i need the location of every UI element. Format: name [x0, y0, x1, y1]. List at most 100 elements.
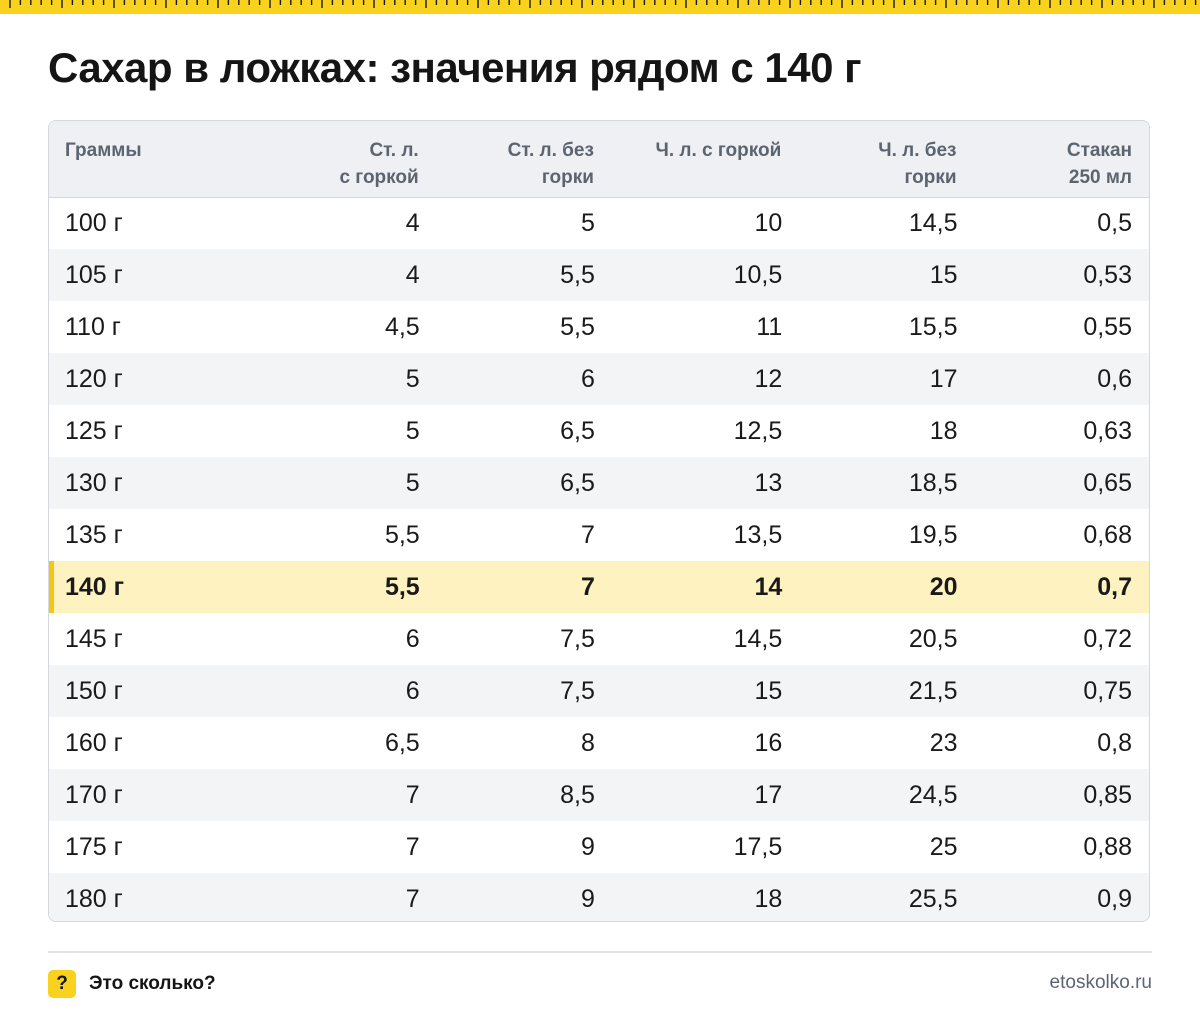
table-cell: 13,5 — [733, 520, 783, 549]
table-cell: 10 — [754, 208, 783, 237]
cell-grams: 110 г — [65, 312, 121, 341]
table-cell: 7,5 — [560, 676, 595, 705]
cell-grams: 135 г — [65, 520, 123, 549]
page-title: Сахар в ложках: значения рядом с 140 г — [48, 44, 862, 91]
cell-grams: 175 г — [65, 832, 123, 861]
table-cell: 0,85 — [1083, 780, 1132, 809]
table-cell: 17,5 — [733, 832, 783, 861]
footer-divider — [48, 951, 1152, 953]
table-row: 140 г 5,5 7 14 20 0,7 — [49, 561, 1149, 613]
table-cell: 24,5 — [908, 780, 958, 809]
site-url: etoskolko.ru — [1049, 972, 1152, 993]
table-cell: 5,5 — [560, 312, 595, 341]
header-tsp-heaped: Ч. л. с горкой — [595, 121, 782, 197]
conversion-table: Граммы Ст. л. с горкой Ст. л. без горки … — [48, 120, 1150, 922]
table-cell: 23 — [929, 728, 958, 757]
table-cell: 7,5 — [560, 624, 595, 653]
table-cell: 7 — [581, 572, 595, 601]
table-cell: 12 — [754, 364, 783, 393]
table-cell: 0,7 — [1097, 572, 1132, 601]
table-cell: 6,5 — [560, 468, 595, 497]
table-cell: 15 — [754, 676, 783, 705]
cell-grams: 140 г — [49, 561, 244, 613]
table-cell: 15 — [929, 260, 958, 289]
table-cell: 0,9 — [1097, 884, 1132, 913]
table-row: 175 г 7 9 17,5 25 0,88 — [49, 821, 1149, 873]
table-row: 125 г 5 6,5 12,5 18 0,63 — [49, 405, 1149, 457]
footer-brand: ? Это сколько? — [48, 969, 216, 999]
table-cell: 0,65 — [1083, 468, 1132, 497]
header-line1: Граммы — [65, 140, 142, 161]
table-cell: 6 — [405, 624, 420, 653]
table-cell: 5 — [405, 468, 420, 497]
table-row: 145 г 6 7,5 14,5 20,5 0,72 — [49, 613, 1149, 665]
header-tsp-level: Ч. л. без горки — [782, 121, 957, 197]
table-cell: 12,5 — [733, 416, 783, 445]
table-cell: 8,5 — [560, 780, 595, 809]
header-tbsp-level: Ст. л. без горки — [420, 121, 595, 197]
cell-grams: 150 г — [65, 676, 123, 705]
table-cell: 4 — [405, 208, 420, 237]
table-cell: 11 — [756, 312, 783, 341]
table-cell: 5,5 — [384, 572, 420, 601]
table-row: 120 г 5 6 12 17 0,6 — [49, 353, 1149, 405]
table-cell: 5 — [405, 364, 420, 393]
table-cell: 25 — [929, 832, 958, 861]
table-cell: 6,5 — [384, 728, 420, 757]
table-cell: 0,53 — [1083, 260, 1132, 289]
table-cell: 5,5 — [384, 520, 420, 549]
table-cell: 0,75 — [1083, 676, 1132, 705]
table-cell: 0,72 — [1083, 624, 1132, 653]
table-cell: 14,5 — [908, 208, 958, 237]
table-header-row: Граммы Ст. л. с горкой Ст. л. без горки … — [49, 121, 1149, 197]
header-line2: с горкой — [339, 167, 419, 188]
table-cell: 18,5 — [908, 468, 958, 497]
cell-grams: 105 г — [65, 260, 123, 289]
table-cell: 18 — [754, 884, 783, 913]
header-line1: Стакан — [1066, 140, 1132, 161]
table-cell: 4,5 — [384, 312, 420, 341]
table-cell: 0,68 — [1083, 520, 1132, 549]
table-row: 105 г 4 5,5 10,5 15 0,53 — [49, 249, 1149, 301]
header-line1: Ст. л. — [369, 140, 419, 161]
table-cell: 18 — [929, 416, 958, 445]
cell-grams: 125 г — [65, 416, 123, 445]
table-cell: 5 — [581, 208, 595, 237]
cell-grams: 170 г — [65, 780, 123, 809]
table-cell: 9 — [581, 884, 595, 913]
cell-grams: 145 г — [65, 624, 123, 653]
header-line1: Ст. л. без — [507, 140, 594, 161]
table-cell: 17 — [754, 780, 783, 809]
header-glass: Стакан 250 мл — [958, 121, 1149, 197]
table-cell: 16 — [754, 728, 783, 757]
table-cell: 5 — [405, 416, 420, 445]
table-cell: 7 — [405, 884, 420, 913]
table-cell: 7 — [581, 520, 595, 549]
table-cell: 14 — [754, 572, 783, 601]
cell-grams: 180 г — [65, 884, 123, 913]
table-cell: 0,6 — [1097, 364, 1132, 393]
cell-grams: 130 г — [65, 468, 123, 497]
brand-name: Это сколько? — [89, 973, 216, 994]
header-tbsp-heaped: Ст. л. с горкой — [244, 121, 419, 197]
table-cell: 6 — [405, 676, 420, 705]
table-row: 130 г 5 6,5 13 18,5 0,65 — [49, 457, 1149, 509]
table-cell: 15,5 — [908, 312, 958, 341]
ruler-decoration — [0, 0, 1200, 14]
table-cell: 25,5 — [908, 884, 958, 913]
table-cell: 0,55 — [1083, 312, 1132, 341]
table-cell: 17 — [929, 364, 958, 393]
table-row: 135 г 5,5 7 13,5 19,5 0,68 — [49, 509, 1149, 561]
table-row: 170 г 7 8,5 17 24,5 0,85 — [49, 769, 1149, 821]
cell-grams: 160 г — [65, 728, 123, 757]
header-grams: Граммы — [49, 121, 244, 197]
table-cell: 0,88 — [1083, 832, 1132, 861]
header-line1: Ч. л. с горкой — [655, 140, 782, 161]
table-cell: 20,5 — [908, 624, 958, 653]
table-cell: 19,5 — [908, 520, 958, 549]
table-cell: 6 — [581, 364, 595, 393]
table-cell: 0,8 — [1097, 728, 1132, 757]
table-cell: 8 — [581, 728, 595, 757]
header-line2: 250 мл — [1068, 167, 1132, 188]
table-row: 110 г 4,5 5,5 11 15,5 0,55 — [49, 301, 1149, 353]
